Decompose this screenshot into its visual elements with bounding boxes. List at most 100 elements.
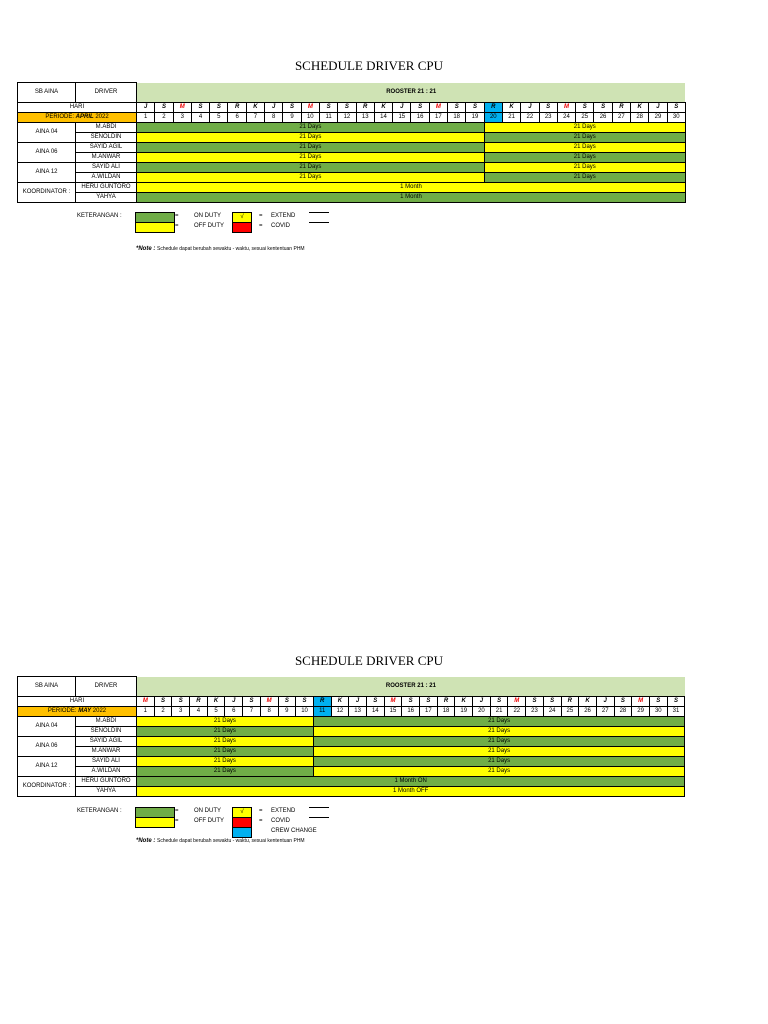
date-number: 22 [507, 706, 527, 717]
day-letter: S [295, 696, 314, 707]
date-number: 12 [330, 706, 350, 717]
driver-name: M.ABDI [75, 716, 137, 727]
covid-label: COVID [271, 818, 291, 824]
sb-aina-header: SB AINA [17, 82, 76, 103]
day-letter: S [489, 696, 509, 707]
note-label: *Note : [136, 246, 157, 252]
day-letter: M [631, 696, 650, 707]
covid-line [309, 817, 329, 818]
duty-segment-off: 21 Days [136, 756, 314, 767]
date-number: 14 [365, 706, 385, 717]
date-number: 28 [613, 706, 633, 717]
day-letter: M [507, 696, 527, 707]
date-number: 8 [259, 706, 279, 717]
date-number: 4 [189, 706, 208, 717]
day-letter: R [189, 696, 208, 707]
date-number: 31 [666, 706, 686, 717]
keterangan-label: KETERANGAN : [77, 808, 122, 814]
day-letter: S [613, 696, 633, 707]
off-duty-swatch [135, 222, 175, 233]
date-number: 26 [578, 706, 597, 717]
date-number: 11 [312, 706, 332, 717]
periode-month: MAY [78, 708, 92, 714]
date-row: PERIODE: MAY 2022 1 2 3 4 5 6 7 8 9 10 11 12 13 14 15 16… [17, 706, 686, 717]
date-number: 15 [383, 706, 403, 717]
driver-row: KOORDINATOR : HERU GUNTORO 1 Month ON [17, 776, 686, 797]
driver-row: A.WILDAN 21 Days 21 Days [18, 766, 686, 777]
date-number: 25 [560, 706, 580, 717]
day-letter: S [242, 696, 261, 707]
date-number: 18 [436, 706, 456, 717]
day-letter: S [153, 696, 173, 707]
note-label: *Note : [136, 838, 157, 844]
date-number: 20 [472, 706, 491, 717]
extend-label: EXTEND [271, 213, 296, 219]
date-number: 27 [595, 706, 615, 717]
duty-segment-on: 21 Days [312, 716, 686, 727]
day-letter: R [560, 696, 580, 707]
driver-row: M.ANWAR 21 Days 21 Days [18, 746, 686, 757]
day-letter: J [348, 696, 367, 707]
day-letter: R [312, 696, 332, 707]
driver-row: AINA 06 SAYID AGIL 21 Days 21 Days [17, 736, 686, 757]
duty-segment-off: 1 Month OFF [135, 786, 686, 797]
driver-row: AINA 12 SAYID ALI 21 Days 21 Days [17, 162, 686, 183]
periode-prefix: PERIODE: [47, 708, 79, 714]
extend-label: EXTEND [271, 808, 296, 814]
duty-segment-on: 1 Month ON [135, 776, 686, 787]
on-duty-label: ON DUTY [194, 213, 221, 219]
driver-name: HERU GUNTORO [75, 776, 137, 787]
on-duty-label: ON DUTY [194, 808, 221, 814]
header-row: SB AINA DRIVER ROOSTER 21 : 21 [17, 82, 686, 103]
off-duty-label: OFF DUTY [194, 223, 224, 229]
day-letter: J [595, 696, 615, 707]
date-number: 9 [277, 706, 297, 717]
driver-name: SENOLDIN [75, 726, 137, 737]
date-number: 17 [419, 706, 438, 717]
date-number: 10 [295, 706, 314, 717]
periode-month: APRIL [75, 114, 94, 120]
driver-header: DRIVER [75, 676, 137, 697]
duty-segment-on: 21 Days [312, 756, 686, 767]
duty-segment-off: 21 Days [136, 716, 314, 727]
equals-sign: = [259, 213, 263, 219]
date-number: 6 [224, 706, 244, 717]
duty-segment-off: 21 Days [312, 746, 686, 757]
date-number: 30 [648, 706, 668, 717]
driver-name: SAYID ALI [75, 756, 137, 767]
sheet-title: SCHEDULE DRIVER CPU [294, 58, 444, 73]
date-number: 5 [206, 706, 226, 717]
date-number: 13 [348, 706, 367, 717]
crew-change-swatch [232, 827, 252, 838]
keterangan-label: KETERANGAN : [77, 213, 122, 219]
note-text: Schedule dapat berubah sewaktu - waktu, … [157, 246, 305, 252]
legend: KETERANGAN : = = ON DUTY OFF DUTY √ = = EXTEND CO… [0, 807, 768, 847]
date-number: 24 [542, 706, 562, 717]
day-letter: M [383, 696, 403, 707]
date-number: 21 [489, 706, 509, 717]
periode-cell: PERIODE: MAY 2022 [17, 706, 137, 717]
equals-sign: = [175, 808, 179, 814]
legend: KETERANGAN : = = ON DUTY OFF DUTY √ = = EXTEND CO… [0, 212, 768, 252]
equals-sign: = [175, 223, 179, 229]
driver-row: YAHYA 1 Month [18, 192, 686, 203]
duty-segment-on: 21 Days [312, 736, 686, 747]
periode-year: 2022 [93, 114, 109, 120]
group-label: AINA 04 [17, 716, 76, 737]
day-letter: S [542, 696, 562, 707]
duty-segment-off: 21 Days [136, 736, 314, 747]
group-label: AINA 06 [17, 736, 76, 757]
rooster-header: ROOSTER 21 : 21 [136, 82, 686, 103]
day-letter: S [365, 696, 385, 707]
day-letter: S [171, 696, 191, 707]
equals-sign: = [175, 818, 179, 824]
date-number: 7 [242, 706, 261, 717]
day-letter: S [419, 696, 438, 707]
note-text: Schedule dapat berubah sewaktu - waktu, … [157, 838, 305, 844]
day-row: HARI M S S R K J S M S S R K J S M S S R K J S M S S R K J S M S S [17, 696, 686, 707]
rooster-header: ROOSTER 21 : 21 [136, 676, 685, 697]
periode-prefix: PERIODE: [45, 114, 76, 120]
date-number: 2 [153, 706, 173, 717]
driver-row: AINA 04 M.ABDI 21 Days 21 Days [17, 716, 686, 737]
